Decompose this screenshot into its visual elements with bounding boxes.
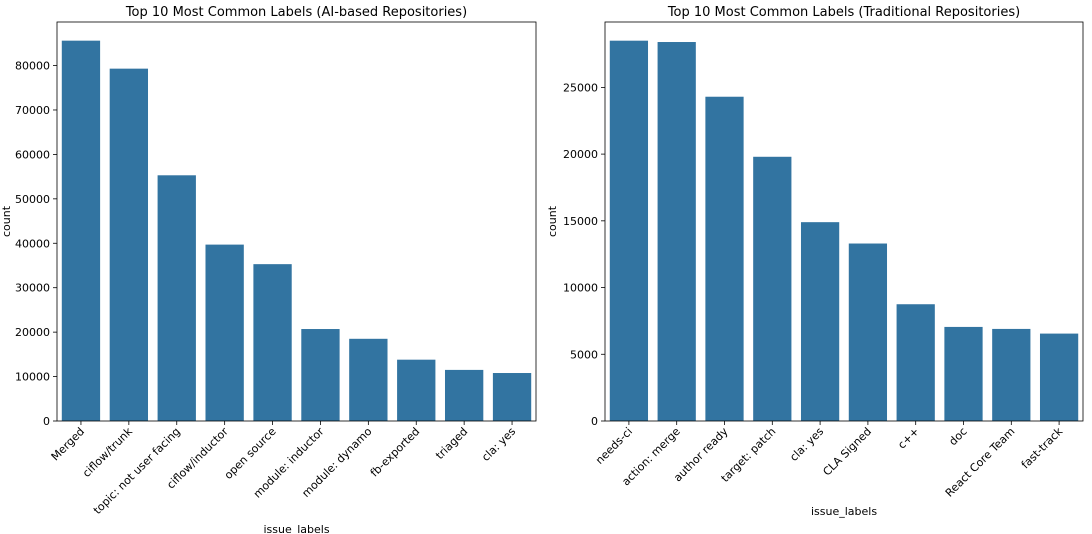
y-tick-label: 20000: [563, 148, 598, 161]
x-tick-label: CLA Signed: [820, 425, 874, 479]
bar-1: [609, 40, 649, 421]
bar-7: [896, 304, 935, 421]
y-tick-label: 0: [591, 415, 598, 428]
bar-4: [753, 156, 792, 421]
bar-9: [444, 369, 484, 421]
chart-panel-1: 0 10000 20000 30000 40000 50000 60000 70000 8000…: [0, 5, 537, 534]
bar-1: [61, 40, 101, 421]
y-tick-label: 10000: [563, 282, 598, 295]
x-tick-label: doc: [946, 425, 969, 448]
x-tick-label: triaged: [433, 425, 470, 462]
x-tick-label: topic: not user facing: [91, 425, 183, 517]
x-axis-label: issue_labels: [263, 523, 329, 534]
x-tick-label: needs-ci: [593, 425, 635, 467]
y-tick-label: 50000: [15, 193, 50, 206]
y-tick-label: 60000: [15, 148, 50, 161]
chart-title: Top 10 Most Common Labels (Traditional R…: [667, 5, 1020, 20]
bar-8: [397, 359, 436, 421]
bar-3: [705, 96, 744, 421]
x-tick-label: c++: [895, 425, 922, 452]
plot-frame: [56, 21, 537, 422]
plot-frame: [604, 21, 1084, 422]
x-tick-label: fast-track: [1019, 424, 1066, 471]
bar-6: [301, 329, 340, 421]
bar-6: [848, 243, 888, 421]
y-axis-label: count: [546, 205, 559, 237]
bar-10: [492, 373, 532, 421]
x-tick-label: Merged: [49, 425, 87, 463]
bar-5: [253, 264, 292, 421]
bar-2: [657, 42, 696, 421]
bar-7: [349, 338, 388, 421]
y-tick-label: 40000: [15, 237, 50, 250]
x-axis-label: issue_labels: [811, 505, 877, 518]
x-tick-label: fb-exported: [368, 425, 423, 480]
bar-9: [992, 328, 1031, 421]
y-tick-label: 5000: [570, 348, 598, 361]
y-tick-label: 10000: [15, 371, 50, 384]
x-tick-label: cla: yes: [479, 425, 518, 464]
y-tick-label: 0: [43, 415, 50, 428]
bar-4: [205, 244, 244, 421]
bar-10: [1039, 333, 1079, 421]
chart-title: Top 10 Most Common Labels (AI-based Repo…: [125, 5, 467, 20]
y-tick-label: 70000: [15, 104, 50, 117]
y-tick-label: 30000: [15, 282, 50, 295]
bar-5: [800, 222, 840, 421]
y-tick-label: 25000: [563, 81, 598, 94]
x-tick-label: cla: yes: [787, 425, 826, 464]
bar-3: [157, 175, 196, 421]
y-axis-label: count: [0, 205, 13, 237]
chart-panel-2: 0500010000150002000025000needs-ciaction:…: [546, 5, 1084, 518]
y-tick-label: 80000: [15, 60, 50, 73]
bar-2: [109, 68, 149, 421]
y-tick-label: 20000: [15, 326, 50, 339]
y-tick-label: 15000: [563, 215, 598, 228]
bar-8: [944, 326, 983, 421]
